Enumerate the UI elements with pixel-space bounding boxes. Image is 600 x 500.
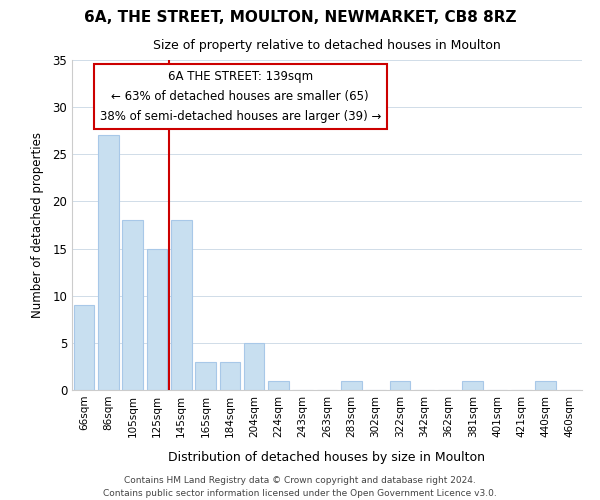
Bar bbox=[463, 380, 483, 390]
Bar bbox=[268, 380, 289, 390]
Bar bbox=[122, 220, 143, 390]
Y-axis label: Number of detached properties: Number of detached properties bbox=[31, 132, 44, 318]
Bar bbox=[146, 248, 167, 390]
Bar bbox=[244, 343, 265, 390]
X-axis label: Distribution of detached houses by size in Moulton: Distribution of detached houses by size … bbox=[169, 451, 485, 464]
Text: 6A THE STREET: 139sqm
← 63% of detached houses are smaller (65)
38% of semi-deta: 6A THE STREET: 139sqm ← 63% of detached … bbox=[100, 70, 381, 123]
Text: 6A, THE STREET, MOULTON, NEWMARKET, CB8 8RZ: 6A, THE STREET, MOULTON, NEWMARKET, CB8 … bbox=[84, 10, 516, 25]
Bar bbox=[341, 380, 362, 390]
Bar bbox=[535, 380, 556, 390]
Bar bbox=[74, 305, 94, 390]
Bar bbox=[195, 362, 216, 390]
Bar bbox=[389, 380, 410, 390]
Title: Size of property relative to detached houses in Moulton: Size of property relative to detached ho… bbox=[153, 39, 501, 52]
Text: Contains HM Land Registry data © Crown copyright and database right 2024.
Contai: Contains HM Land Registry data © Crown c… bbox=[103, 476, 497, 498]
Bar bbox=[98, 136, 119, 390]
Bar bbox=[171, 220, 191, 390]
Bar bbox=[220, 362, 240, 390]
